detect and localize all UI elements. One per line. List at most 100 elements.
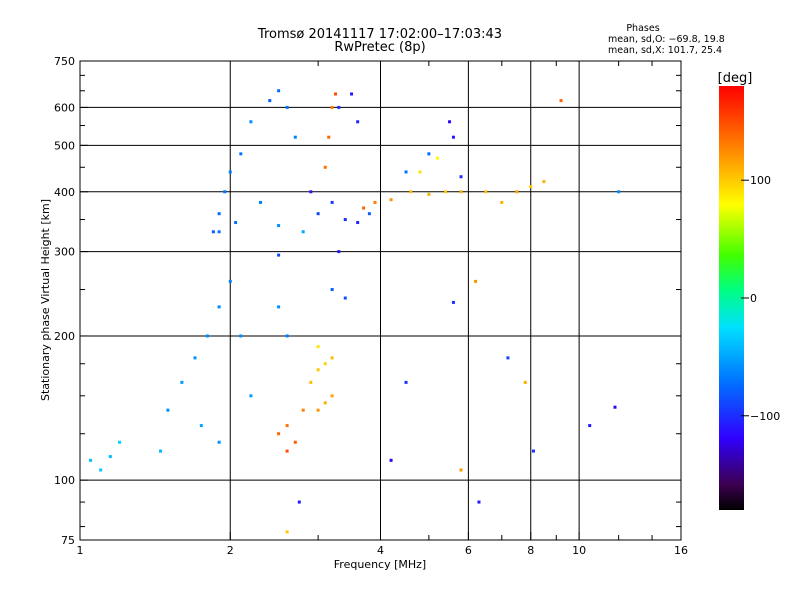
data-point [330, 288, 334, 292]
data-point [459, 468, 463, 472]
data-point [118, 440, 122, 444]
data-point [316, 408, 320, 412]
data-point [268, 99, 272, 103]
data-point [409, 190, 413, 194]
data-point [343, 218, 347, 222]
x-tick-label: 1 [77, 544, 84, 557]
phase-stats-heading: Phases [626, 23, 659, 34]
data-point [459, 175, 463, 179]
y-tick-label: 600 [54, 101, 75, 114]
data-point [337, 250, 341, 254]
y-axis-ticks: 75 100 200 300 400 500 600 750 [54, 55, 681, 547]
data-point [531, 449, 535, 453]
data-point [473, 279, 477, 283]
data-point [239, 334, 243, 338]
colorbar-label: [deg] [718, 71, 753, 86]
y-tick-label: 100 [54, 474, 75, 487]
x-tick-label: 4 [377, 544, 384, 557]
x-tick-label: 6 [465, 544, 472, 557]
x-tick-label: 8 [527, 544, 534, 557]
data-point [234, 221, 238, 225]
data-point [404, 170, 408, 174]
x-tick-label: 16 [674, 544, 688, 557]
data-point [99, 468, 103, 472]
data-points [89, 89, 621, 534]
data-point [343, 296, 347, 300]
data-point [277, 224, 281, 228]
data-point [249, 394, 253, 398]
data-point [435, 156, 439, 160]
colorbar-tick-label: 0 [750, 292, 757, 305]
data-point [529, 185, 533, 189]
x-tick-label: 10 [572, 544, 586, 557]
data-point [451, 300, 455, 304]
data-point [327, 135, 331, 139]
data-point [323, 401, 327, 405]
data-point [459, 190, 463, 194]
data-point [89, 458, 93, 462]
data-point [323, 165, 327, 169]
colorbar [719, 86, 744, 510]
data-point [613, 405, 617, 409]
data-point [330, 200, 334, 204]
data-point [448, 120, 452, 124]
data-point [301, 408, 305, 412]
data-point [484, 190, 488, 194]
data-point [217, 440, 221, 444]
data-point [617, 190, 621, 194]
data-point [293, 135, 297, 139]
data-point [159, 449, 163, 453]
data-point [333, 92, 337, 96]
data-point [444, 190, 448, 194]
data-point [180, 380, 184, 384]
y-axis-label: Stationary phase Virtual Height [km] [39, 199, 52, 401]
data-point [277, 253, 281, 257]
data-point [418, 170, 422, 174]
data-point [515, 190, 519, 194]
data-point [373, 200, 377, 204]
data-point [205, 334, 209, 338]
data-point [217, 230, 221, 234]
data-point [330, 356, 334, 360]
x-axis-label: Frequency [MHz] [334, 558, 426, 571]
y-tick-label: 75 [61, 534, 75, 547]
data-point [285, 530, 289, 534]
chart-title: Tromsø 20141117 17:02:00–17:03:43 [257, 27, 502, 42]
data-point [350, 92, 354, 96]
data-point [217, 305, 221, 309]
data-point [451, 135, 455, 139]
data-point [297, 500, 301, 504]
data-point [362, 206, 366, 210]
data-point [316, 368, 320, 372]
y-tick-label: 750 [54, 55, 75, 68]
data-point [108, 455, 112, 459]
data-point [389, 458, 393, 462]
data-point [309, 380, 313, 384]
data-point [427, 192, 431, 196]
data-point [316, 212, 320, 216]
data-point [285, 334, 289, 338]
data-point [199, 424, 203, 428]
data-point [309, 190, 313, 194]
x-axis-ticks: 1 2 4 6 8 10 16 [77, 61, 688, 557]
data-point [285, 105, 289, 109]
data-point [277, 89, 281, 93]
data-point [166, 408, 170, 412]
data-point [337, 105, 341, 109]
colorbar-tick-label: 100 [750, 174, 771, 187]
y-tick-label: 500 [54, 139, 75, 152]
data-point [285, 449, 289, 453]
data-point [239, 152, 243, 156]
data-point [356, 221, 360, 225]
phase-stats-o: mean, sd,O: −69.8, 19.8 [608, 34, 725, 45]
data-point [217, 212, 221, 216]
data-point [249, 120, 253, 124]
data-point [228, 170, 232, 174]
data-point [389, 198, 393, 202]
data-point [285, 424, 289, 428]
y-tick-label: 400 [54, 186, 75, 199]
colorbar-tick-label: −100 [750, 410, 780, 423]
data-point [277, 432, 281, 436]
data-point [223, 190, 227, 194]
